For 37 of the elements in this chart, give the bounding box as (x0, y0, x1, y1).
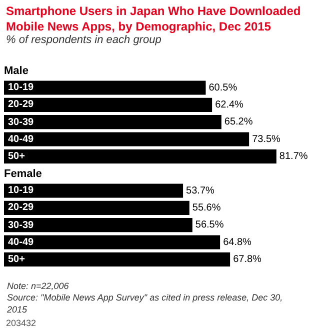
bar (4, 115, 222, 130)
bar (4, 252, 230, 266)
data-label: 53.7% (186, 185, 215, 196)
y-tick-label: 40-49 (8, 134, 34, 145)
data-label: 73.5% (252, 134, 281, 145)
bar (4, 132, 250, 146)
source-note: Source: "Mobile News App Survey" as cited in press release, Dec 30, 2015 (6, 292, 283, 314)
text: 203432 (6, 318, 36, 328)
y-tick-label: 20-29 (8, 202, 34, 213)
bar (4, 235, 220, 250)
y-tick-label: Female (4, 168, 42, 180)
data-label: 62.4% (215, 99, 244, 110)
y-tick-label: 30-39 (8, 117, 34, 128)
data-label: 55.6% (192, 202, 221, 214)
data-label: 67.8% (233, 254, 262, 265)
y-tick-label: 30-39 (8, 220, 34, 231)
chart-subtitle: % of respondents in each group (6, 34, 162, 46)
bar (4, 80, 206, 95)
data-label: 60.5% (208, 82, 238, 94)
y-tick-label: 10-19 (8, 185, 34, 196)
y-tick-label: Male (4, 65, 28, 77)
bar (4, 200, 190, 215)
bar (4, 98, 212, 112)
y-tick-label: 50+ (8, 254, 26, 265)
data-label: 56.5% (195, 220, 224, 231)
text: Note: n=22,006 (7, 281, 69, 291)
data-label: 81.7% (279, 150, 308, 162)
bar (4, 218, 192, 232)
y-tick-label: 40-49 (8, 237, 34, 248)
y-tick-label: 20-29 (8, 99, 34, 110)
y-tick-label: 10-19 (8, 82, 34, 93)
data-label: 65.2% (224, 116, 253, 128)
bar (4, 184, 184, 198)
y-tick-label: 50+ (8, 151, 26, 162)
chart-title: Smartphone Users in Japan Who Have Downloaded Mobile News Apps, by Demographic, Dec 2015 (6, 4, 301, 34)
bar (4, 149, 276, 164)
data-label: 64.8% (223, 236, 252, 248)
